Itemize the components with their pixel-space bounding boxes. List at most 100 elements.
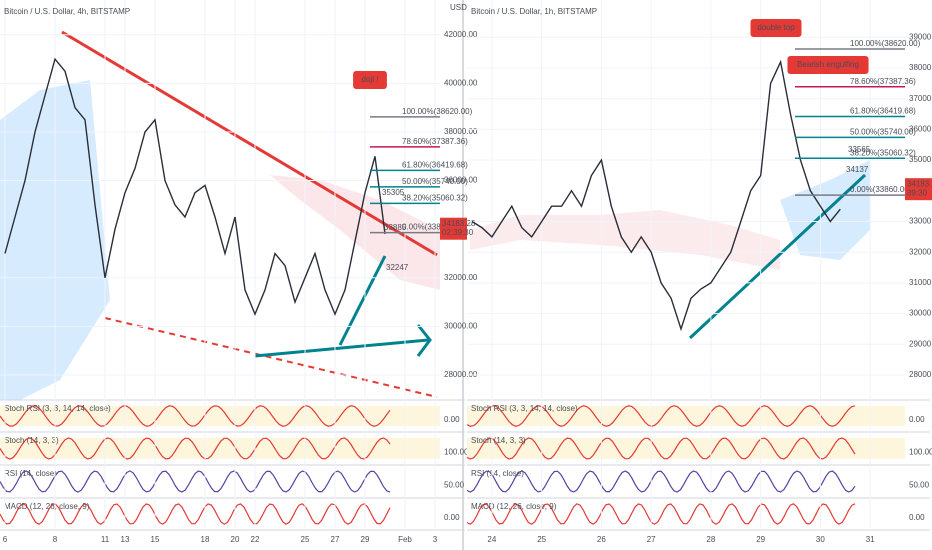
pane-tick: 50.00 [909, 481, 930, 490]
callout [787, 56, 869, 74]
y-tick-label: 28000.00 [444, 370, 478, 379]
fib-label: 61.80%(36419.68) [850, 107, 916, 116]
y-tick-label: 29000.00 [909, 339, 932, 348]
indicator-line [466, 503, 856, 525]
x-tick-label: 25 [537, 535, 546, 544]
trendline [254, 338, 429, 358]
trendline [688, 173, 867, 340]
x-tick-label: 27 [331, 535, 340, 544]
price-tag-countdown: 39:30 [907, 188, 928, 197]
x-tick-label: 26 [597, 535, 606, 544]
price-tag-value: 34183.28 [442, 219, 476, 228]
y-tick-label: 35000.00 [909, 155, 932, 164]
indicator-line [466, 405, 856, 427]
pane-tick: 0.00 [444, 513, 460, 522]
fib-label: 38.20%(35060.32) [850, 148, 916, 157]
x-tick-label: 8 [53, 535, 58, 544]
x-tick-label: 11 [101, 535, 110, 544]
y-tick-label: 32000.00 [909, 247, 932, 256]
y-tick-label: 36000.00 [444, 176, 478, 185]
level-label: 34137 [846, 165, 869, 174]
x-tick-label: 24 [487, 535, 496, 544]
pane-tick: 50.00 [444, 481, 465, 490]
pane-title: Stoch RSI (3, 3, 14, 14, close) [4, 404, 111, 413]
fib-label: 0.00%(33860.00) [850, 185, 912, 194]
x-tick-label: 15 [151, 535, 160, 544]
y-tick-label: 37000.00 [909, 94, 932, 103]
fib-label: 50.00%(35740.00) [402, 177, 468, 186]
price-tag-value: 34183.28 [907, 179, 932, 188]
y-tick-label: 31000.00 [909, 278, 932, 287]
trendline [104, 317, 438, 398]
pane-title: RSI (14, close) [471, 469, 524, 478]
x-tick-label: 29 [756, 535, 765, 544]
y-tick-label: 38000.00 [444, 127, 478, 136]
fib-label: 100.00%(38620.00) [402, 107, 473, 116]
indicator-line [0, 437, 391, 460]
indicator-line [466, 437, 856, 460]
indicator-line [0, 503, 391, 525]
y-tick-label: 30000.00 [444, 321, 478, 330]
pane-title: Stoch RSI (3, 3, 14, 14, close) [471, 404, 578, 413]
x-tick-label: 25 [301, 535, 310, 544]
price-tag [440, 217, 467, 240]
price-tag-countdown: 02:39:30 [442, 228, 474, 237]
y-tick-label: 28000.00 [909, 370, 932, 379]
pane-band [467, 438, 905, 459]
x-tick-label: 3 [433, 535, 438, 544]
y-tick-label: 36000.00 [909, 125, 932, 134]
pane-tick: 0.00 [909, 415, 925, 424]
y-tick-label: 33000.00 [909, 217, 932, 226]
price-tag [905, 178, 932, 201]
fib-label: 100.00%(38620.00) [850, 39, 921, 48]
fib-label: 78.60%(37387.36) [402, 137, 468, 146]
x-tick-label: 29 [361, 535, 370, 544]
chart-title: Bitcoin / U.S. Dollar, 1h, BITSTAMP [471, 7, 597, 16]
level-label: 32247 [386, 263, 409, 272]
y-tick-label: 30000.00 [909, 309, 932, 318]
indicator-line [466, 470, 856, 493]
pane-title: Stoch (14, 3, 3) [4, 436, 59, 445]
y-tick-label: 42000.00 [444, 30, 478, 39]
level-label: 33565 [848, 145, 871, 154]
y-tick-label: 40000.00 [444, 78, 478, 87]
pane-title: RSI (14, close) [4, 469, 57, 478]
chart-title: Bitcoin / U.S. Dollar, 4h, BITSTAMP [4, 7, 130, 16]
indicator-line [0, 405, 391, 427]
level-label: 35305 [382, 188, 405, 197]
axis-unit: USD [450, 3, 467, 12]
x-tick-label: 13 [121, 535, 130, 544]
x-tick-label: 22 [251, 535, 260, 544]
arrow-head [416, 324, 432, 357]
price-line [471, 59, 841, 332]
y-tick-label: 32000.00 [444, 273, 478, 282]
fib-label: 78.60%(37387.36) [850, 77, 916, 86]
x-tick-label: 30 [816, 535, 825, 544]
y-tick-label: 39000.00 [909, 32, 932, 41]
callout-label: doji ! [362, 75, 379, 84]
fib-label: 61.80%(36419.68) [402, 160, 468, 169]
pane-tick: 100.00 [909, 448, 932, 457]
pane-title: MACD (12, 26, close, 9) [471, 502, 557, 511]
pane-tick: 0.00 [909, 513, 925, 522]
cloud [270, 175, 440, 290]
x-tick-label: 28 [706, 535, 715, 544]
y-tick-label: 38000.00 [909, 63, 932, 72]
fib-label: 38.20%(35060.32) [402, 194, 468, 203]
x-tick-label: 20 [231, 535, 240, 544]
callout-label: double top [757, 23, 795, 32]
callout [353, 71, 387, 89]
pane-title: Stoch (14, 3, 3) [471, 436, 526, 445]
callout-label: Bearish engulfing [797, 60, 859, 69]
fib-label: 0.00%(33860.00) [402, 223, 464, 232]
cloud [470, 210, 780, 270]
price-line [4, 57, 386, 317]
x-tick-label: 31 [866, 535, 875, 544]
pane-band [0, 438, 440, 459]
pane-title: MACD (12, 26, close, 9) [4, 502, 90, 511]
x-tick-label: 27 [647, 535, 656, 544]
callout [750, 19, 802, 37]
indicator-line [0, 470, 391, 493]
pane-tick: 0.00 [444, 415, 460, 424]
